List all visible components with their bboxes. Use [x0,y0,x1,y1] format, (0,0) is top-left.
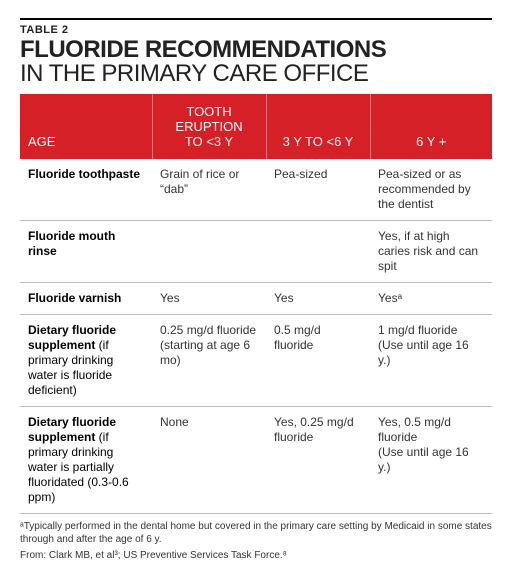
cell: Yes, 0.5 mg/d fluoride(Use until age 16 … [370,407,492,514]
header-3to6: 3 Y TO <6 Y [266,94,370,159]
title-main: FLUORIDE RECOMMENDATIONS [20,38,492,62]
table-number-label: TABLE 2 [20,18,492,36]
cell: Pea-sized or as recommended by the denti… [370,159,492,221]
row-label-text: Fluoride toothpaste [28,167,140,181]
table-row: Fluoride mouth rinse Yes, if at high car… [20,221,492,283]
footnote: From: Clark MB, et al³; US Preventive Se… [20,549,492,562]
cell: Yes [266,283,370,315]
title-block: FLUORIDE RECOMMENDATIONS IN THE PRIMARY … [20,38,492,86]
cell: Yesᵃ [370,283,492,315]
header-tooth-eruption: TOOTH ERUPTION TO <3 Y [152,94,266,159]
table-row: Dietary fluoride supplement (if primary … [20,315,492,407]
row-label-text: Fluoride mouth rinse [28,229,115,258]
cell: Yes [152,283,266,315]
header-row: AGE TOOTH ERUPTION TO <3 Y 3 Y TO <6 Y 6… [20,94,492,159]
recommendations-table: AGE TOOTH ERUPTION TO <3 Y 3 Y TO <6 Y 6… [20,94,492,514]
cell: None [152,407,266,514]
table-row: Dietary fluoride supplement (if primary … [20,407,492,514]
row-label-text: Fluoride varnish [28,291,121,305]
cell: Pea-sized [266,159,370,221]
header-age: AGE [20,94,152,159]
row-label: Dietary fluoride supplement (if primary … [20,315,152,407]
cell: Yes, 0.25 mg/d fluoride [266,407,370,514]
row-label: Fluoride varnish [20,283,152,315]
table-row: Fluoride toothpaste Grain of rice or “da… [20,159,492,221]
header-b-line1: TOOTH ERUPTION [175,104,242,134]
cell: 0.25 mg/d fluoride(starting at age 6 mo) [152,315,266,407]
table-row: Fluoride varnish Yes Yes Yesᵃ [20,283,492,315]
header-6plus: 6 Y + [370,94,492,159]
cell: 1 mg/d fluoride(Use until age 16 y.) [370,315,492,407]
row-label: Fluoride toothpaste [20,159,152,221]
footnotes: ᵃTypically performed in the dental home … [20,520,492,562]
title-sub: IN THE PRIMARY CARE OFFICE [20,62,492,86]
row-label: Dietary fluoride supplement (if primary … [20,407,152,514]
header-b-line2: TO <3 Y [185,134,233,149]
table-body: Fluoride toothpaste Grain of rice or “da… [20,159,492,514]
cell [266,221,370,283]
cell: Grain of rice or “dab” [152,159,266,221]
footnote: ᵃTypically performed in the dental home … [20,520,492,546]
cell: Yes, if at high caries risk and can spit [370,221,492,283]
cell: 0.5 mg/d fluoride [266,315,370,407]
row-label: Fluoride mouth rinse [20,221,152,283]
cell [152,221,266,283]
